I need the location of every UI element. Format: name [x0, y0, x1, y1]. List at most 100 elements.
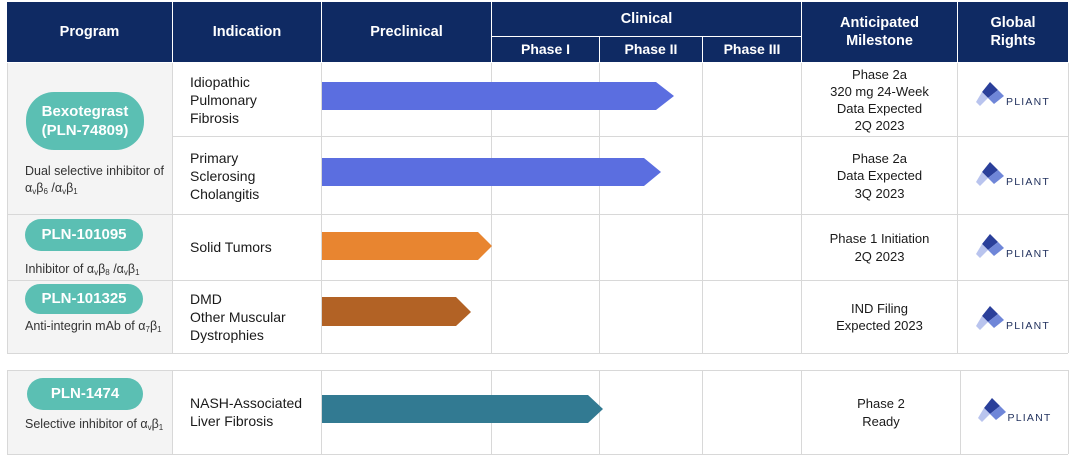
indication-line: Other Muscular	[190, 308, 286, 325]
indication-line: Fibrosis	[190, 110, 240, 127]
row-divider	[7, 280, 1068, 281]
milestone-solid-tumors: Phase 1 Initiation 2Q 2023	[802, 215, 957, 280]
pliant-logo-mark-icon	[976, 82, 1005, 106]
milestone-line: Data Expected	[836, 168, 923, 184]
col-divider	[172, 370, 173, 454]
col-divider	[1068, 370, 1069, 454]
col-divider	[702, 63, 703, 353]
indication-psc: Primary Sclerosing Cholangitis	[190, 142, 320, 210]
col-divider	[321, 370, 322, 454]
header-preclinical: Preclinical	[370, 23, 443, 40]
milestone-line: Data Expected	[836, 101, 923, 116]
header-divider	[702, 36, 703, 62]
header-rights: Global Rights	[990, 14, 1036, 49]
row-divider	[172, 136, 1068, 137]
indication-line: Cholangitis	[190, 186, 260, 203]
indication-dmd: DMD Other Muscular Dystrophies	[190, 282, 320, 352]
milestone-dmd: IND Filing Expected 2023	[802, 281, 957, 353]
progress-arrow-solid-tumors	[322, 232, 492, 260]
indication-line: Sclerosing	[190, 167, 256, 184]
header-phase-3: Phase III	[723, 40, 781, 57]
program-description: Dual selective inhibitor of αvβ6 /αvβ1	[25, 164, 164, 196]
pliant-logo-mark-icon	[976, 162, 1005, 186]
milestone-line: 320 mg 24-Week	[830, 83, 929, 99]
program-name: Bexotegrast	[41, 102, 129, 120]
col-divider	[599, 63, 600, 353]
col-divider	[7, 63, 8, 353]
milestone-line: Phase 2a	[852, 66, 907, 82]
pliant-logo-mark-icon	[977, 398, 1006, 422]
milestone-line: 3Q 2023	[854, 185, 905, 201]
indication-solid-tumors: Solid Tumors	[190, 215, 320, 280]
pliant-logo: PLIANT	[958, 150, 1068, 200]
row-divider	[7, 454, 1068, 455]
indication-ipf: Idiopathic Pulmonary Fibrosis	[190, 66, 320, 134]
table-header	[7, 2, 1068, 62]
program-code: (PLN-74809)	[41, 122, 129, 139]
col-divider	[702, 370, 703, 454]
header-divider	[172, 2, 173, 62]
header-phase-1: Phase I	[520, 40, 571, 57]
milestone-line: IND Filing	[850, 300, 909, 316]
indication-nash: NASH-Associated Liver Fibrosis	[190, 372, 320, 452]
header-divider	[491, 2, 492, 62]
indication-line: DMD	[190, 290, 222, 307]
indication-line: Idiopathic	[190, 73, 250, 90]
program-description: Inhibitor of αvβ8 /αvβ1	[25, 262, 140, 277]
col-divider	[321, 63, 322, 353]
col-divider	[491, 63, 492, 353]
pliant-logo-text: PLIANT	[1006, 176, 1050, 188]
program-name: PLN-101095	[41, 226, 127, 244]
progress-arrow-nash	[322, 395, 603, 423]
col-divider	[801, 370, 802, 454]
milestone-line: 2Q 2023	[854, 118, 905, 134]
program-pill-pln-1474: PLN-1474	[27, 378, 143, 410]
header-phase-2: Phase II	[624, 40, 678, 57]
header-divider	[599, 36, 600, 62]
program-pill-bexotegrast: Bexotegrast (PLN-74809)	[26, 92, 144, 150]
milestone-line: 2Q 2023	[854, 248, 905, 264]
program-pill-pln-101325: PLN-101325	[25, 284, 143, 314]
pliant-logo-text: PLIANT	[1006, 248, 1050, 260]
indication-line: Dystrophies	[190, 327, 264, 344]
header-milestone: Anticipated Milestone	[840, 14, 919, 49]
col-divider	[1068, 63, 1069, 353]
header-clinical: Clinical	[620, 10, 673, 27]
pliant-logo: PLIANT	[958, 294, 1068, 344]
pliant-logo: PLIANT	[958, 222, 1068, 272]
program-description: Anti-integrin mAb of α7β1	[25, 319, 162, 334]
program-name: PLN-1474	[50, 385, 120, 403]
header-divider	[492, 36, 801, 37]
milestone-psc: Phase 2a Data Expected 3Q 2023	[802, 142, 957, 210]
progress-arrow-psc	[322, 158, 661, 186]
indication-line: NASH-Associated	[190, 394, 303, 411]
progress-arrow-ipf	[322, 82, 674, 110]
pliant-logo-text: PLIANT	[1007, 412, 1052, 424]
milestone-line: Phase 2a	[852, 151, 907, 167]
program-pill-pln-101095: PLN-101095	[25, 219, 143, 251]
indication-line: Pulmonary	[190, 91, 257, 108]
col-divider	[960, 370, 961, 454]
pliant-logo-mark-icon	[976, 306, 1005, 330]
pliant-logo-text: PLIANT	[1006, 320, 1050, 332]
row-divider	[7, 370, 1068, 371]
col-divider	[7, 370, 8, 454]
pliant-logo-mark-icon	[976, 234, 1005, 258]
col-divider	[172, 63, 173, 353]
program-description: Selective inhibitor of αvβ1	[25, 417, 164, 432]
indication-line: Primary	[190, 149, 239, 166]
indication-line: Solid Tumors	[190, 239, 272, 256]
pliant-logo: PLIANT	[958, 70, 1068, 120]
row-divider	[7, 353, 1068, 354]
header-divider	[321, 2, 322, 62]
milestone-line: Expected 2023	[836, 318, 923, 333]
milestone-line: Ready	[862, 413, 900, 429]
milestone-line: Phase 1 Initiation	[829, 231, 930, 247]
header-divider	[801, 2, 802, 62]
col-divider	[801, 63, 802, 353]
row-divider	[7, 214, 1068, 215]
pliant-logo: PLIANT	[961, 386, 1068, 436]
progress-arrow-dmd	[322, 297, 471, 326]
milestone-ipf: Phase 2a 320 mg 24-Week Data Expected 2Q…	[802, 66, 957, 134]
milestone-line: Phase 2	[857, 396, 905, 412]
